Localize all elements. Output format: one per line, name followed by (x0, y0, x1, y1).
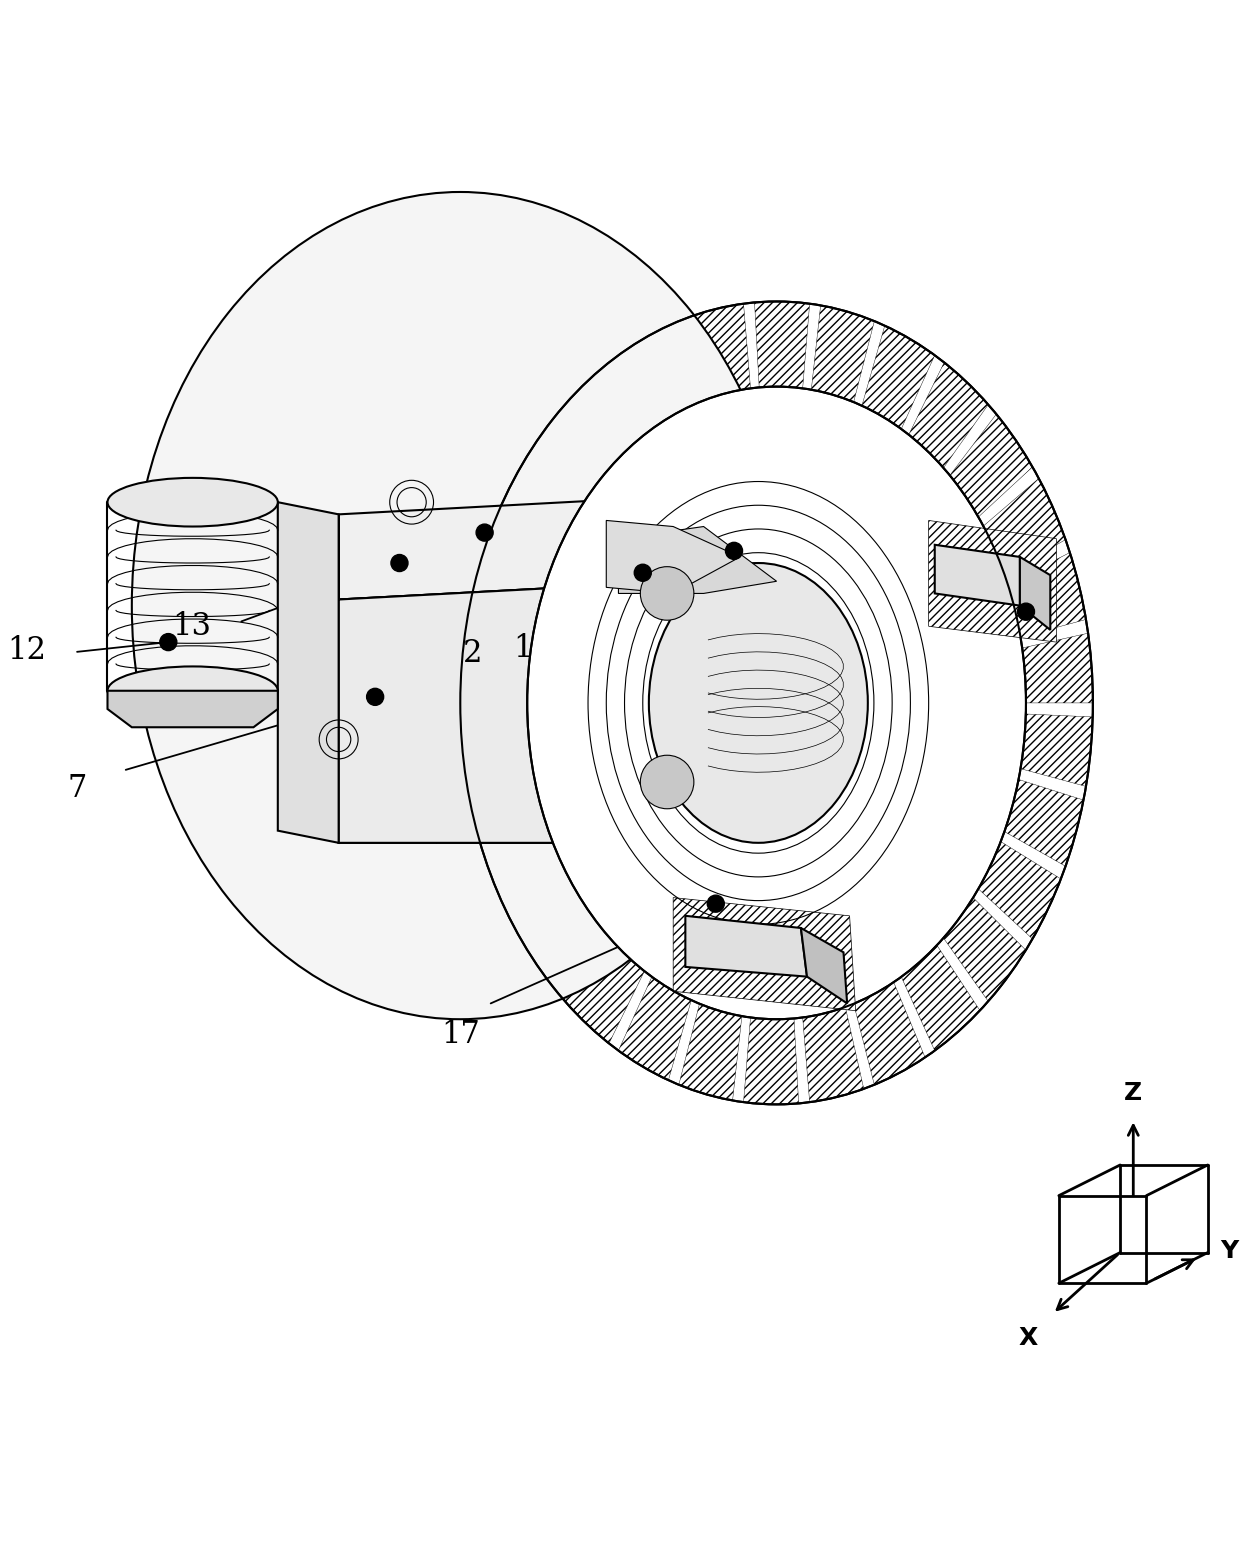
Polygon shape (801, 927, 847, 1004)
Polygon shape (460, 619, 533, 691)
Polygon shape (629, 321, 699, 424)
Circle shape (476, 524, 494, 541)
Text: 7: 7 (67, 773, 87, 804)
Text: 2: 2 (463, 638, 482, 669)
Ellipse shape (108, 666, 278, 715)
Text: 16: 16 (983, 643, 1022, 673)
Polygon shape (673, 898, 856, 1010)
Text: 14: 14 (513, 633, 552, 663)
Polygon shape (802, 1007, 864, 1103)
Circle shape (640, 566, 694, 621)
Polygon shape (1019, 557, 1050, 630)
Polygon shape (460, 702, 531, 773)
Polygon shape (492, 468, 575, 565)
Polygon shape (606, 521, 740, 593)
Polygon shape (853, 982, 925, 1085)
Ellipse shape (108, 479, 278, 527)
Polygon shape (339, 496, 680, 599)
Polygon shape (901, 945, 980, 1051)
Polygon shape (278, 502, 339, 843)
Circle shape (640, 755, 694, 809)
Polygon shape (619, 978, 691, 1081)
Ellipse shape (649, 563, 868, 843)
Polygon shape (811, 305, 874, 402)
Polygon shape (1004, 779, 1084, 866)
Polygon shape (978, 841, 1061, 938)
Polygon shape (1008, 552, 1086, 637)
Polygon shape (467, 768, 546, 854)
Polygon shape (108, 691, 278, 727)
Polygon shape (678, 1004, 742, 1101)
Circle shape (391, 555, 408, 571)
Text: X: X (1019, 1326, 1038, 1350)
Circle shape (725, 543, 743, 560)
Text: 15: 15 (637, 612, 677, 641)
Polygon shape (680, 496, 740, 599)
Polygon shape (470, 540, 549, 627)
Polygon shape (339, 515, 680, 843)
Polygon shape (573, 355, 652, 461)
Polygon shape (944, 898, 1025, 1001)
Polygon shape (686, 917, 807, 976)
Polygon shape (983, 479, 1065, 574)
Polygon shape (744, 1018, 799, 1104)
Text: 12: 12 (7, 635, 47, 666)
Text: 13: 13 (172, 612, 211, 641)
Circle shape (160, 633, 177, 651)
Polygon shape (935, 544, 1019, 605)
Polygon shape (1021, 713, 1092, 787)
Polygon shape (619, 527, 776, 593)
Ellipse shape (527, 386, 1025, 1020)
Polygon shape (1022, 633, 1092, 702)
Polygon shape (909, 363, 988, 468)
Polygon shape (521, 888, 604, 992)
Polygon shape (339, 515, 680, 843)
Text: 17: 17 (441, 1020, 480, 1049)
Circle shape (634, 565, 651, 582)
Polygon shape (950, 414, 1033, 518)
Polygon shape (754, 302, 810, 388)
Polygon shape (929, 521, 1056, 643)
Text: Z: Z (1125, 1081, 1142, 1104)
Polygon shape (565, 938, 645, 1043)
Polygon shape (862, 325, 935, 429)
Text: Y: Y (1220, 1239, 1239, 1264)
Polygon shape (487, 832, 570, 927)
Circle shape (367, 688, 383, 705)
Circle shape (707, 895, 724, 912)
Ellipse shape (131, 192, 789, 1020)
Polygon shape (527, 405, 610, 508)
Polygon shape (689, 303, 750, 399)
Circle shape (1018, 604, 1034, 621)
